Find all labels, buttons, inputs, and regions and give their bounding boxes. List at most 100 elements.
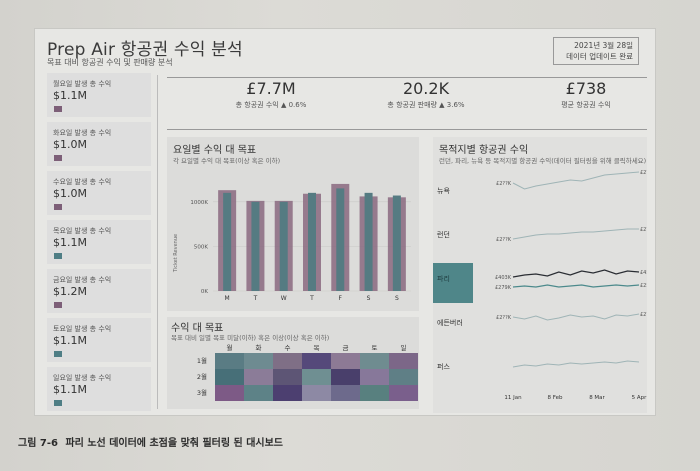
card-value: $1.1M (53, 383, 87, 396)
heatmap-cell (389, 369, 418, 385)
month-label: 1월 (197, 356, 207, 365)
update-line: 데이터 업데이트 완료 (566, 52, 633, 61)
y-tick-label: 0K (201, 289, 208, 295)
heatmap-cell (331, 385, 360, 401)
card-bar (54, 400, 62, 406)
x-tick-label: 5 Apr (632, 395, 647, 401)
kpi-label: 총 항공권 수익 ▲ 0.6% (235, 101, 307, 109)
revenue-bar (308, 192, 316, 291)
heatmap-cell (244, 385, 273, 401)
heatmap-subtitle: 목표 대비 일별 목표 미달(이하) 혹은 이상(이상 혹은 이하) (171, 334, 330, 342)
x-tick-label: S (367, 295, 371, 302)
weekday-card[interactable]: 월요일 발생 총 수익 $1.1M (47, 73, 151, 117)
card-bar (54, 351, 62, 357)
series-line (512, 171, 640, 190)
heatmap-cell (244, 353, 273, 369)
card-value: $1.1M (53, 236, 87, 249)
card-bar (54, 106, 62, 112)
dashboard-subtitle: 목표 대비 항공권 수익 및 판매량 분석 (47, 58, 173, 67)
kpi-average: £738 평균 항공권 수익 (531, 79, 641, 110)
divider (167, 77, 647, 78)
end-value-label: £452K (640, 270, 647, 276)
end-value-label: £2??K (640, 312, 647, 318)
card-label: 일요일 발생 총 수익 (53, 374, 112, 382)
divider (157, 75, 158, 409)
weekday-card[interactable]: 금요일 발생 총 수익 $1.2M (47, 269, 151, 313)
kpi-value: 20.2K (402, 79, 450, 98)
weekday-chart-subtitle: 각 요일별 수익 대 목표(이상 혹은 이하) (173, 157, 281, 165)
destination-label: 뉴욕 (437, 187, 450, 195)
weekday-card[interactable]: 일요일 발생 총 수익 $1.1M (47, 367, 151, 411)
dashboard: Prep Air 항공권 수익 분석 목표 대비 항공권 수익 및 판매량 분석… (34, 28, 656, 416)
day-label: 수 (285, 344, 291, 352)
y-tick-label: 1000K (190, 200, 208, 206)
kpi-value: £7.7M (246, 79, 296, 98)
destination-chart-subtitle: 런던, 파리, 뉴욕 등 목적지별 항공권 수익(데이터 필터링을 위해 클릭하… (439, 157, 647, 165)
card-label: 화요일 발생 총 수익 (53, 129, 112, 137)
destination-label: 에든버러 (437, 318, 463, 327)
paris-target-line (512, 284, 640, 288)
heatmap-cell (244, 369, 273, 385)
destination-chart-title: 목적지별 항공권 수익 (439, 145, 529, 156)
start-value-label: £403K (495, 275, 512, 281)
series-line (512, 360, 640, 368)
heatmap-cell (273, 369, 302, 385)
destination-label: 퍼스 (437, 362, 450, 371)
x-tick-label: 8 Feb (548, 395, 563, 401)
destination-chart-panel: 목적지별 항공권 수익 런던, 파리, 뉴욕 등 목적지별 항공권 수익(데이터… (433, 137, 647, 413)
card-bar (54, 253, 62, 259)
card-value: $1.0M (53, 187, 87, 200)
heatmap-cell (389, 353, 418, 369)
end-value-label: £2??K (640, 227, 647, 233)
kpi-tickets: 20.2K 총 항공권 판매량 ▲ 3.6% (361, 79, 491, 110)
heatmap-cell (302, 385, 331, 401)
day-label: 일 (401, 343, 407, 352)
series-line (512, 313, 640, 321)
card-label: 수요일 발생 총 수익 (53, 178, 112, 186)
weekday-card[interactable]: 화요일 발생 총 수익 $1.0M (47, 122, 151, 166)
start-value-label: £2??K (496, 237, 512, 243)
month-label: 2월 (197, 372, 207, 381)
kpi-label: 총 항공권 판매량 ▲ 3.6% (387, 101, 465, 109)
destination-line-chart: 뉴욕 £2??K £2??K 런던 £2??K £2??K 파리 £403K £452K £279… (433, 170, 647, 401)
kpi-label: 평균 항공권 수익 (561, 101, 611, 109)
weekday-card[interactable]: 수요일 발생 총 수익 $1.0M (47, 171, 151, 215)
date-box: 2021년 3월 28일 데이터 업데이트 완료 (553, 37, 639, 65)
y-tick-label: 500K (194, 244, 208, 250)
weekday-card[interactable]: 목요일 발생 총 수익 $1.1M (47, 220, 151, 264)
card-label: 금요일 발생 총 수익 (53, 276, 112, 284)
revenue-bar (279, 201, 288, 291)
divider (167, 129, 647, 130)
kpi-row: £7.7M 총 항공권 수익 ▲ 0.6% 20.2K 총 항공권 판매량 ▲ … (171, 79, 647, 125)
start-value-label: £279K (495, 285, 512, 291)
caption-label: 그림 7-6 (18, 438, 58, 449)
heatmap-cell (273, 385, 302, 401)
heatmap-cell (302, 353, 331, 369)
x-tick-label: T (309, 295, 314, 302)
day-label: 토 (372, 344, 378, 352)
end-value-label: £2??K (640, 170, 647, 176)
heatmap-cell (302, 369, 331, 385)
card-bar (54, 204, 62, 210)
weekday-chart-title: 요일별 수익 대 목표 (173, 145, 257, 156)
card-value: $1.0M (53, 138, 87, 151)
card-value: $1.1M (53, 334, 87, 347)
heatmap-cell (215, 369, 244, 385)
x-tick-label: F (339, 295, 343, 302)
date-line: 2021년 3월 28일 (574, 41, 633, 50)
x-tick-label: M (225, 295, 230, 302)
heatmap-cell (273, 353, 302, 369)
revenue-bar (336, 188, 345, 291)
weekday-card[interactable]: 토요일 발생 총 수익 $1.1M (47, 318, 151, 362)
card-label: 목요일 발생 총 수익 (53, 227, 112, 235)
revenue-bar (392, 195, 401, 291)
card-value: $1.1M (53, 89, 87, 102)
card-label: 토요일 발생 총 수익 (53, 325, 112, 333)
weekday-bar-chart: Ticket Revenue 0K 500K 1000K M T W T F S S (173, 183, 411, 302)
revenue-bar (251, 201, 260, 291)
series-line (512, 269, 640, 278)
heatmap-cell (360, 353, 389, 369)
month-label: 3월 (197, 388, 207, 397)
kpi-value: £738 (565, 79, 607, 98)
